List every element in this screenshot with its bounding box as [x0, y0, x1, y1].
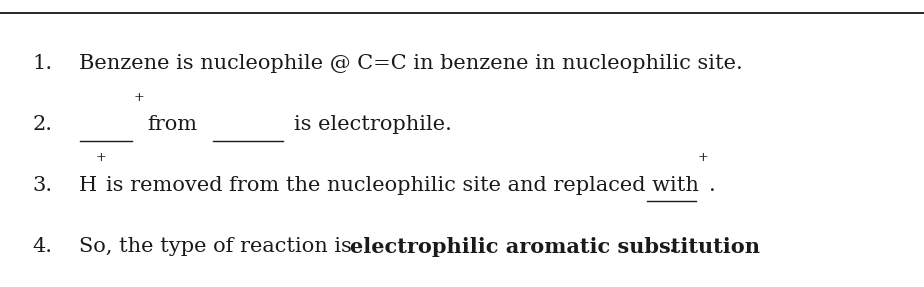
Text: +: +: [698, 151, 709, 164]
Text: 1.: 1.: [32, 54, 53, 73]
Text: H: H: [79, 176, 97, 195]
Text: is electrophile.: is electrophile.: [294, 115, 452, 134]
Text: electrophilic aromatic substitution: electrophilic aromatic substitution: [350, 237, 760, 257]
Text: .: .: [709, 176, 715, 195]
Text: .: .: [669, 237, 675, 256]
Text: Benzene is nucleophile @ C=C in benzene in nucleophilic site.: Benzene is nucleophile @ C=C in benzene …: [79, 54, 742, 73]
Text: So, the type of reaction is: So, the type of reaction is: [79, 237, 358, 256]
Text: is removed from the nucleophilic site and replaced with: is removed from the nucleophilic site an…: [106, 176, 699, 195]
Text: from: from: [147, 115, 197, 134]
Text: 3.: 3.: [32, 176, 53, 195]
Text: 4.: 4.: [32, 237, 53, 256]
Text: +: +: [95, 151, 106, 164]
Text: 2.: 2.: [32, 115, 53, 134]
Text: +: +: [134, 91, 145, 104]
